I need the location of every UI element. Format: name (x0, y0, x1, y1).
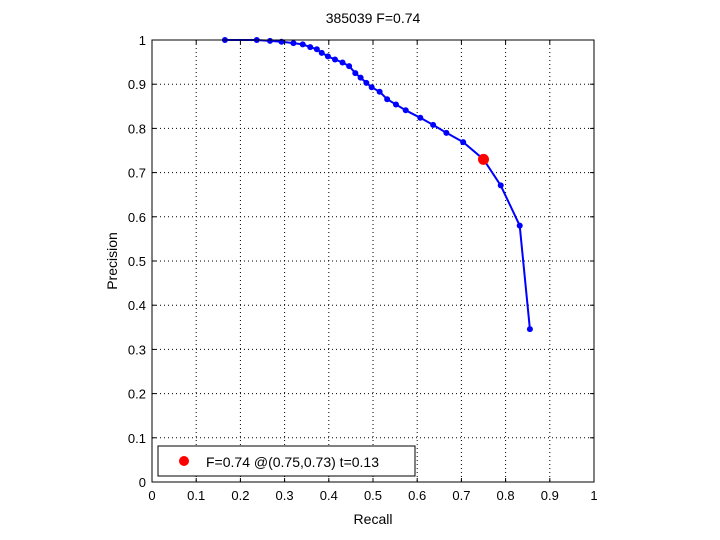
pr-curve-point (516, 222, 523, 229)
pr-curve-point (307, 44, 314, 51)
y-tick-label: 0.5 (128, 254, 146, 269)
pr-curve-point (460, 139, 467, 146)
y-tick-label: 0.2 (128, 387, 146, 402)
pr-curve-point (290, 40, 297, 47)
y-tick-label: 0.7 (128, 166, 146, 181)
pr-curve-point (318, 49, 325, 56)
pr-curve-point (402, 107, 409, 114)
pr-curve-point (313, 46, 320, 53)
pr-curve-point (346, 63, 353, 70)
pr-curve-point (497, 182, 504, 189)
legend: F=0.74 @(0.75,0.73) t=0.13 (157, 445, 416, 477)
pr-curve-point (430, 121, 437, 128)
x-tick-label: 0.2 (231, 488, 249, 503)
legend-marker-red-dot (179, 456, 189, 466)
y-tick-label: 0.4 (128, 298, 146, 313)
x-tick-label: 0.7 (452, 488, 470, 503)
x-tick-label: 0.3 (276, 488, 294, 503)
pr-curve-point (299, 41, 306, 48)
x-tick-label: 0.9 (541, 488, 559, 503)
axis-ticks: 0 0.1 0.2 0.3 0.4 0.5 0.6 0.7 0.8 0.9 1 0 0.1 0.2 0.3 0… (128, 33, 598, 503)
pr-curve-point (363, 79, 370, 86)
pr-curve-point (526, 326, 533, 333)
y-tick-label: 0.6 (128, 210, 146, 225)
pr-curve-point (339, 59, 346, 66)
y-tick-label: 0.8 (128, 121, 146, 136)
x-tick-label: 0 (148, 488, 155, 503)
x-tick-label: 1 (590, 488, 597, 503)
pr-curve-point (443, 129, 450, 136)
pr-curve-point (267, 37, 274, 44)
series-layer (221, 37, 533, 333)
x-axis-label: Recall (354, 511, 393, 527)
y-tick-label: 0.3 (128, 342, 146, 357)
y-tick-label: 1 (139, 33, 146, 48)
x-tick-label: 0.8 (497, 488, 515, 503)
y-axis-label: Precision (104, 232, 120, 290)
x-tick-label: 0.1 (187, 488, 205, 503)
pr-curve-point (357, 74, 364, 81)
chart-title: 385039 F=0.74 (326, 10, 421, 26)
pr-curve-point (384, 96, 391, 103)
x-tick-label: 0.5 (364, 488, 382, 503)
y-tick-label: 0.1 (128, 431, 146, 446)
pr-curve-point (417, 114, 424, 121)
pr-curve-point (324, 53, 331, 60)
pr-curve-point (331, 56, 338, 63)
x-tick-label: 0.4 (320, 488, 338, 503)
pr-curve-point (376, 88, 383, 95)
best-f-point (478, 153, 489, 165)
legend-label: F=0.74 @(0.75,0.73) t=0.13 (206, 454, 379, 470)
x-tick-label: 0.6 (408, 488, 426, 503)
legend-box (157, 445, 416, 477)
y-tick-label: 0.9 (128, 77, 146, 92)
pr-curve-point (352, 70, 359, 77)
y-tick-label: 0 (139, 475, 146, 490)
grid-lines (152, 40, 594, 482)
pr-curve-point (392, 101, 399, 108)
pr-curve-point (368, 84, 375, 91)
